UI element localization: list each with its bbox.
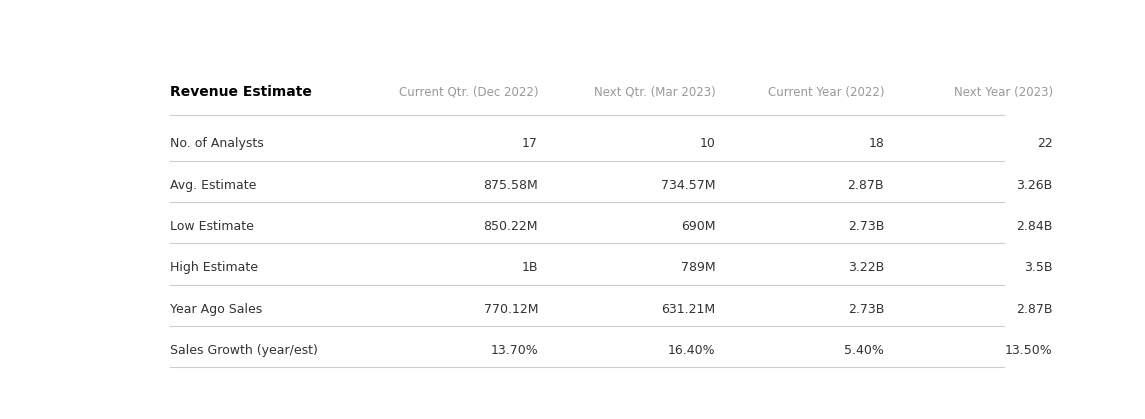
Text: Sales Growth (year/est): Sales Growth (year/est) xyxy=(169,344,317,357)
Text: 2.73B: 2.73B xyxy=(847,303,884,316)
Text: Revenue Estimate: Revenue Estimate xyxy=(169,85,311,99)
Text: 770.12M: 770.12M xyxy=(483,303,538,316)
Text: No. of Analysts: No. of Analysts xyxy=(169,137,263,150)
Text: 2.87B: 2.87B xyxy=(847,178,884,191)
Text: 3.26B: 3.26B xyxy=(1017,178,1052,191)
Text: 5.40%: 5.40% xyxy=(844,344,884,357)
Text: Low Estimate: Low Estimate xyxy=(169,220,254,233)
Text: 2.87B: 2.87B xyxy=(1016,303,1052,316)
Text: 1B: 1B xyxy=(521,261,538,274)
Text: 850.22M: 850.22M xyxy=(483,220,538,233)
Text: Next Qtr. (Mar 2023): Next Qtr. (Mar 2023) xyxy=(594,86,716,99)
Text: 2.84B: 2.84B xyxy=(1017,220,1052,233)
Text: 17: 17 xyxy=(522,137,538,150)
Text: 734.57M: 734.57M xyxy=(661,178,716,191)
Text: Year Ago Sales: Year Ago Sales xyxy=(169,303,262,316)
Text: High Estimate: High Estimate xyxy=(169,261,258,274)
Text: Current Qtr. (Dec 2022): Current Qtr. (Dec 2022) xyxy=(398,86,538,99)
Text: 690M: 690M xyxy=(681,220,716,233)
Text: 10: 10 xyxy=(700,137,716,150)
Text: 3.5B: 3.5B xyxy=(1024,261,1052,274)
Text: 18: 18 xyxy=(868,137,884,150)
Text: Current Year (2022): Current Year (2022) xyxy=(767,86,884,99)
Text: 16.40%: 16.40% xyxy=(668,344,716,357)
Text: Next Year (2023): Next Year (2023) xyxy=(954,86,1052,99)
Text: 3.22B: 3.22B xyxy=(847,261,884,274)
Text: Avg. Estimate: Avg. Estimate xyxy=(169,178,256,191)
Text: 22: 22 xyxy=(1037,137,1052,150)
Text: 13.70%: 13.70% xyxy=(490,344,538,357)
Text: 2.73B: 2.73B xyxy=(847,220,884,233)
Text: 13.50%: 13.50% xyxy=(1005,344,1052,357)
Text: 631.21M: 631.21M xyxy=(662,303,716,316)
Text: 875.58M: 875.58M xyxy=(483,178,538,191)
Text: 789M: 789M xyxy=(681,261,716,274)
